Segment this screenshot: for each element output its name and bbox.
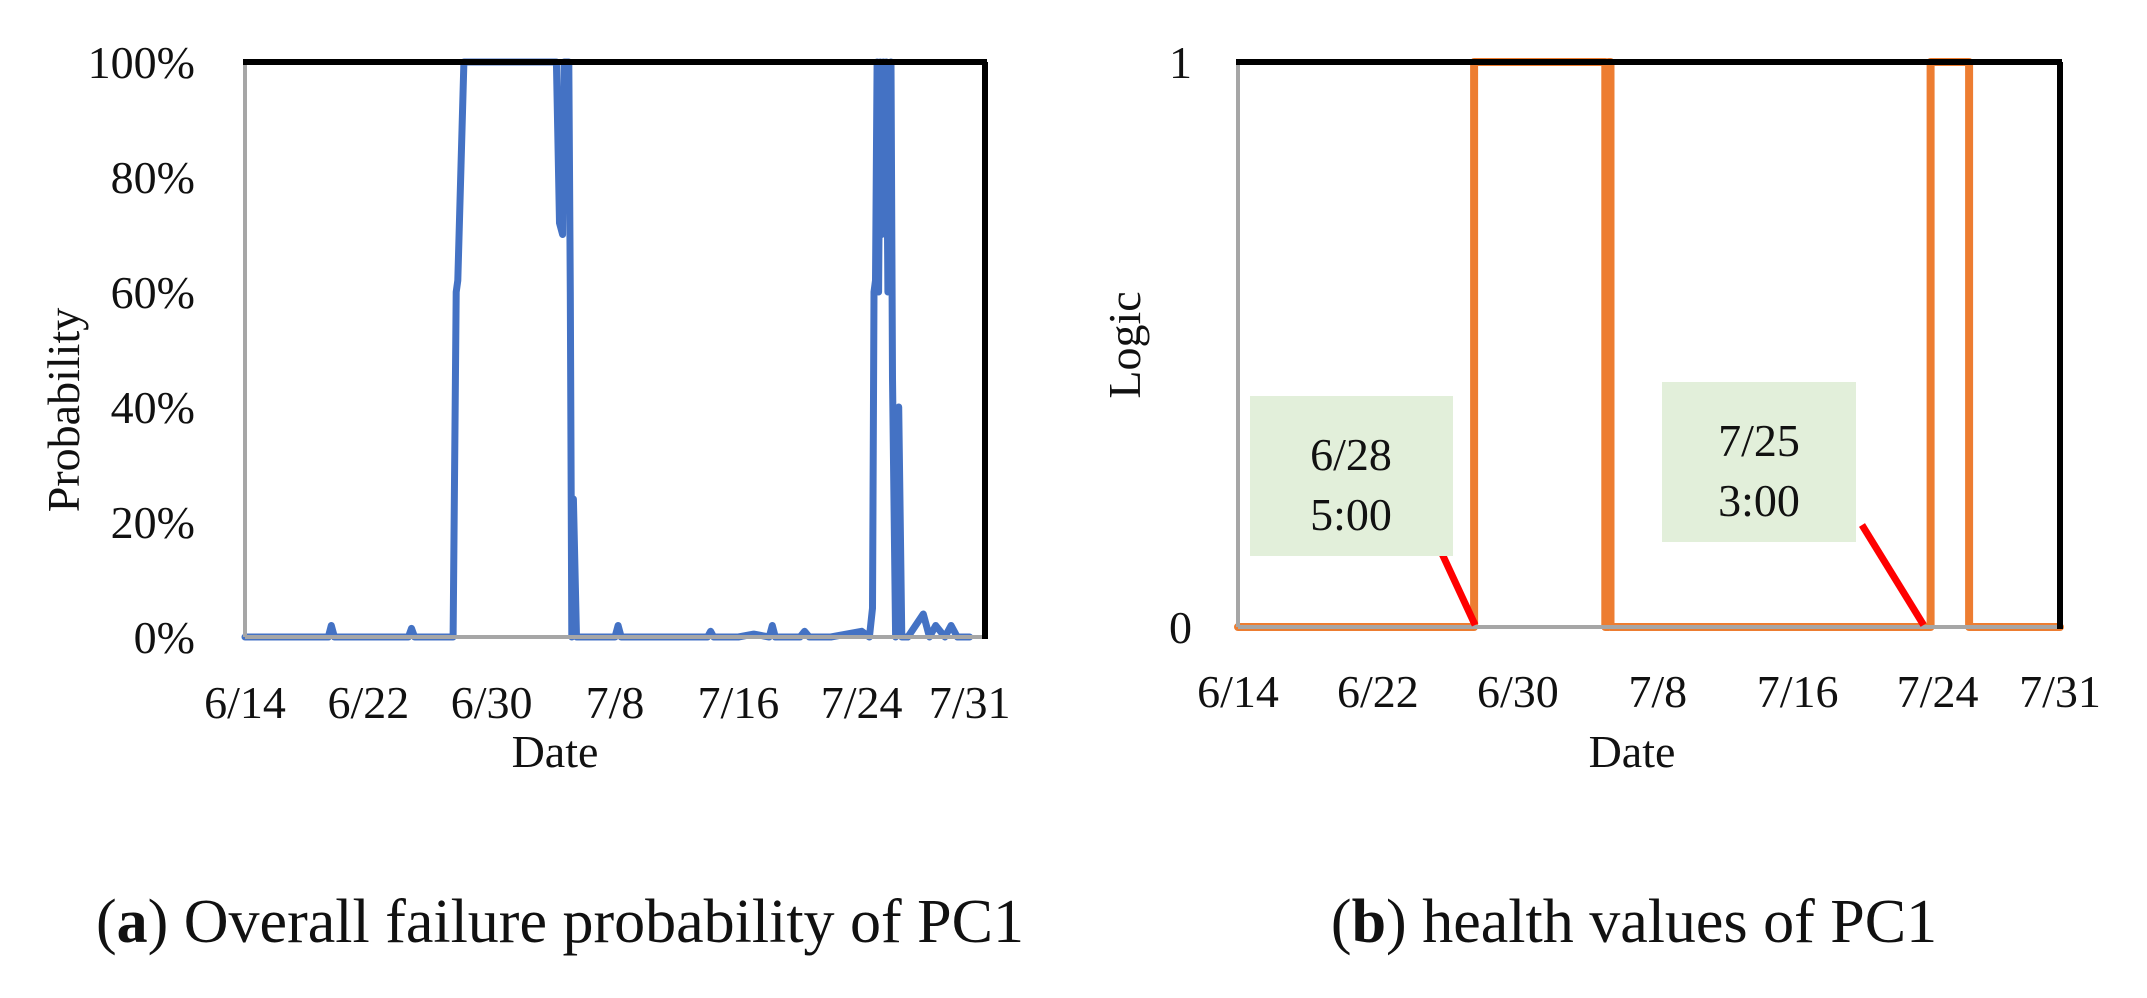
annotation-box	[1250, 396, 1453, 556]
caption-b-text: health values of PC1	[1407, 888, 1937, 956]
y-tick-label: 100%	[88, 37, 195, 88]
annotation-text-line: 5:00	[1310, 489, 1392, 540]
annotation-text-line: 3:00	[1718, 475, 1800, 526]
chart-panel-b: 6/28 5:00 7/25 3:00 01 6/14 6/22 6/30 7/8 7/…	[1099, 37, 2101, 956]
y-tick-label: 0%	[134, 612, 195, 663]
plot-area-a	[245, 62, 985, 637]
x-tick-label: 7/8	[1628, 666, 1687, 717]
y-tick-label: 1	[1169, 37, 1192, 88]
x-tick-label: 7/31	[929, 677, 1011, 728]
y-axis-title-b: Logic	[1099, 291, 1150, 398]
chart-panel-a: 0% 20% 40% 60% 80% 100% 6/14 6/22 6/30 7/8 7/16 7/…	[38, 37, 1024, 956]
y-axis-title-a: Probability	[38, 308, 89, 512]
y-tick-labels-b: 01	[1169, 37, 1192, 653]
annotation-box	[1662, 382, 1856, 542]
x-tick-label: 7/8	[586, 677, 645, 728]
x-tick-label: 6/22	[327, 677, 409, 728]
caption-a: (a) Overall failure probability of PC1	[96, 888, 1024, 956]
annotation-leader-line	[1434, 543, 1479, 627]
x-tick-label: 7/31	[2019, 666, 2101, 717]
x-tick-label: 6/30	[451, 677, 533, 728]
y-tick-labels-a: 0% 20% 40% 60% 80% 100%	[88, 37, 195, 663]
x-tick-label: 7/24	[1897, 666, 1979, 717]
y-tick-label: 20%	[111, 497, 195, 548]
y-tick-label: 0	[1169, 602, 1192, 653]
caption-b-letter: b	[1352, 888, 1386, 956]
x-tick-label: 7/16	[697, 677, 779, 728]
annotation-text-line: 6/28	[1310, 429, 1392, 480]
x-tick-labels-b: 6/14 6/22 6/30 7/8 7/16 7/24 7/31	[1197, 666, 2101, 717]
x-tick-label: 6/14	[1197, 666, 1279, 717]
annotations-b: 6/28 5:00 7/25 3:00	[1250, 382, 1927, 627]
x-axis-title-b: Date	[1589, 726, 1676, 777]
y-tick-label: 80%	[111, 152, 195, 203]
y-tick-label: 60%	[111, 267, 195, 318]
x-tick-label: 7/16	[1757, 666, 1839, 717]
x-tick-label: 7/24	[821, 677, 903, 728]
annotation-leader-line	[1859, 523, 1927, 627]
x-tick-label: 6/14	[204, 677, 286, 728]
caption-a-text: Overall failure probability of PC1	[168, 888, 1024, 956]
caption-a-letter: a	[117, 888, 148, 956]
x-axis-title-a: Date	[512, 726, 599, 777]
x-tick-labels-a: 6/14 6/22 6/30 7/8 7/16 7/24 7/31	[204, 677, 1010, 728]
x-tick-label: 6/30	[1477, 666, 1559, 717]
x-tick-label: 6/22	[1337, 666, 1419, 717]
y-tick-label: 40%	[111, 382, 195, 433]
annotation-text-line: 7/25	[1718, 415, 1800, 466]
caption-b: (b) health values of PC1	[1331, 888, 1937, 956]
